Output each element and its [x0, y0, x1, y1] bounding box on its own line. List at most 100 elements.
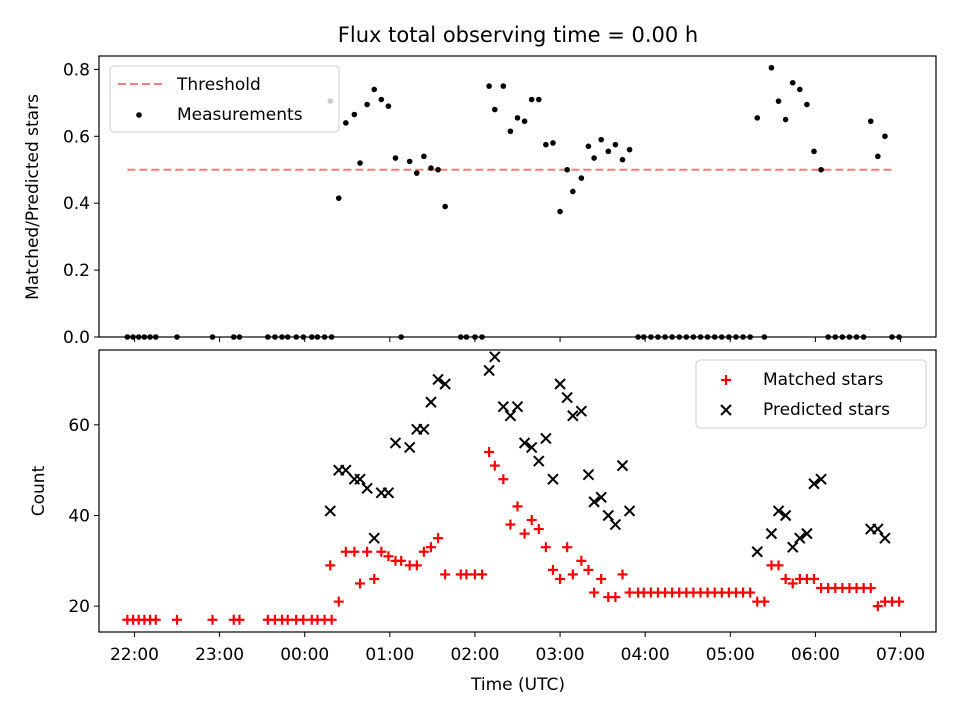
matched-point — [349, 546, 360, 557]
measurement-point — [797, 86, 803, 93]
matched-point — [526, 515, 537, 526]
matched-point — [547, 564, 558, 575]
measurement-point — [486, 83, 492, 89]
legend-predicted-marker — [720, 404, 732, 416]
measurement-point — [591, 155, 597, 161]
matched-point — [461, 569, 472, 580]
measurement-point — [371, 86, 378, 93]
predicted-point — [547, 473, 559, 485]
matched-point — [498, 474, 509, 485]
top-x-axis — [133, 337, 902, 342]
measurement-point — [626, 146, 633, 153]
measurement-point — [507, 128, 514, 135]
predicted-point — [801, 527, 813, 540]
predicted-point — [425, 396, 437, 408]
predicted-point — [751, 546, 763, 558]
matched-point — [298, 614, 309, 625]
predicted-point — [879, 532, 891, 544]
matched-point — [555, 573, 566, 584]
legend-matched-marker — [721, 375, 731, 385]
measurement-point — [521, 118, 528, 125]
matched-point — [562, 542, 573, 553]
legend-matched-swatch — [721, 375, 731, 385]
predicted-point — [340, 464, 352, 476]
matched-point — [780, 573, 791, 584]
measurement-point — [406, 158, 413, 165]
measurement-point — [875, 153, 881, 160]
matched-point — [207, 614, 218, 625]
measurement-point — [612, 141, 619, 148]
predicted-point — [361, 482, 373, 494]
top-y-tick-label: 0.4 — [63, 194, 90, 214]
bottom-y-tick-label: 60 — [68, 416, 90, 436]
matched-point — [369, 573, 380, 584]
predicted-point — [787, 541, 799, 553]
x-tick-label: 03:00 — [536, 645, 585, 665]
measurement-point — [385, 103, 392, 109]
measurement-point — [500, 83, 507, 89]
bottom-y-tick-label: 20 — [68, 597, 90, 617]
top-axes-frame — [98, 55, 937, 338]
x-tick-label: 05:00 — [706, 645, 755, 665]
matched-point — [624, 587, 635, 598]
measurement-point — [782, 116, 789, 123]
predicted-point — [554, 378, 566, 390]
top-y-axis-label: Matched/Predicted stars — [23, 94, 43, 300]
bottom-axes-frame — [98, 349, 937, 633]
legend-threshold-label: Threshold — [176, 75, 261, 95]
predicted-point — [540, 432, 552, 445]
matched-point — [396, 555, 407, 566]
predicted-point — [382, 487, 395, 499]
matched-point — [745, 587, 756, 598]
measurement-point — [435, 166, 441, 173]
bottom-legend: Matched stars Predicted stars — [695, 359, 927, 429]
matched-point — [411, 560, 422, 571]
matched-point — [326, 614, 337, 625]
predicted-point — [765, 527, 778, 540]
measurement-point — [605, 148, 612, 155]
matched-point — [787, 578, 798, 589]
legend-predicted-swatch — [720, 404, 732, 416]
predicted-point — [533, 455, 545, 467]
matched-point — [773, 560, 784, 571]
bottom-y-axis-label: Count — [29, 465, 49, 516]
measurement-point — [428, 165, 434, 171]
measurement-point — [811, 148, 817, 155]
bottom-x-axis: 22:00 23:00 00:00 01:00 02:00 03:00 04:00 05:00… — [110, 632, 925, 665]
measurement-point — [754, 115, 761, 121]
measurement-point — [343, 120, 349, 126]
predicted-point — [815, 473, 827, 485]
matched-point — [362, 546, 373, 557]
measurement-point — [514, 115, 521, 121]
predicted-point — [602, 509, 615, 522]
measurement-point — [550, 140, 556, 146]
matched-point — [418, 546, 429, 557]
measurement-point — [768, 64, 775, 71]
predicted-point — [389, 437, 402, 449]
predicted-point — [511, 400, 524, 413]
matched-point — [533, 524, 544, 535]
x-tick-label: 04:00 — [621, 645, 670, 665]
measurement-point — [378, 96, 385, 103]
predicted-point — [439, 378, 451, 390]
measurement-point — [364, 101, 370, 108]
matched-point — [596, 573, 607, 584]
predicted-point — [772, 505, 785, 517]
matched-point — [872, 601, 883, 612]
matched-point — [865, 583, 876, 594]
matched-point — [477, 569, 488, 580]
matched-point — [340, 546, 351, 557]
predicted-point — [504, 410, 517, 422]
matched-point — [172, 614, 183, 625]
legend-predicted-label: Predicted stars — [763, 400, 890, 420]
predicted-point — [525, 441, 538, 454]
measurement-point — [619, 156, 626, 163]
matched-point — [583, 564, 594, 575]
matched-point — [376, 546, 387, 557]
measurement-point — [413, 170, 420, 176]
predicted-point — [561, 391, 573, 404]
predicted-point — [354, 473, 366, 485]
matched-point — [505, 519, 516, 530]
measurement-point — [804, 101, 810, 108]
